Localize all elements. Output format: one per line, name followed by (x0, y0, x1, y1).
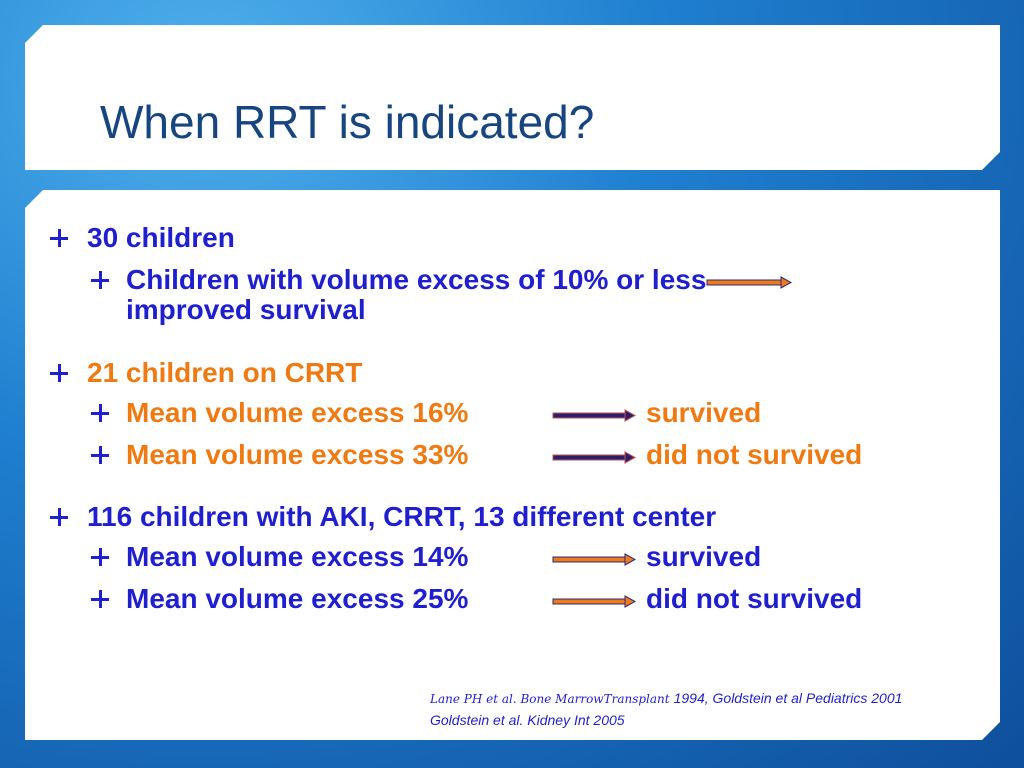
bullet (50, 364, 68, 382)
bullet (91, 548, 109, 566)
item-text: Children with volume excess of 10% or le… (126, 264, 707, 295)
sub-item: Mean volume excess 33% did not survived (126, 439, 862, 471)
item-text: Mean volume excess 16% (126, 397, 469, 428)
item-result: did not survived (646, 439, 863, 470)
title-panel (25, 25, 1000, 170)
arrow (552, 552, 636, 566)
body-panel (25, 190, 1000, 740)
sub-item: Mean volume excess 14% survived (126, 541, 761, 573)
arrow (552, 408, 636, 422)
reference-part: Goldstein et al. Kidney Int 2005 (430, 712, 625, 728)
reference-part: 1994, Goldstein et al Pediatrics 2001 (673, 690, 903, 706)
item-text: Mean volume excess 33% (126, 439, 469, 470)
bullet (50, 229, 68, 247)
section-heading: 30 children (87, 222, 235, 253)
item-result: survived (646, 397, 762, 428)
item-result: improved survival (126, 294, 366, 325)
arrow (552, 594, 636, 608)
item-result: survived (646, 541, 762, 572)
sub-item: Mean volume excess 16% survived (126, 397, 761, 429)
reference-part: Lane PH et al. Bone MarrowTransplant (430, 692, 670, 706)
item-text: Mean volume excess 14% (126, 541, 469, 572)
arrow (706, 275, 793, 289)
bullet (91, 271, 109, 289)
reference-line: Lane PH et al. Bone MarrowTransplant 1994… (430, 688, 902, 710)
bullet (91, 446, 109, 464)
bullet (91, 590, 109, 608)
bullet (50, 508, 68, 526)
sub-item: Mean volume excess 25% did not survived (126, 583, 862, 615)
slide-title: When RRT is indicated? (100, 96, 595, 148)
arrow (552, 450, 636, 464)
references: Lane PH et al. Bone MarrowTransplant 1994… (430, 688, 902, 731)
sub-item: Children with volume excess of 10% or le… (126, 264, 802, 326)
section-heading: 116 children with AKI, CRRT, 13 differen… (87, 501, 717, 532)
reference-line: Goldstein et al. Kidney Int 2005 (430, 710, 902, 731)
section-heading: 21 children on CRRT (87, 357, 363, 388)
item-result: did not survived (646, 583, 863, 614)
item-text: Mean volume excess 25% (126, 583, 469, 614)
bullet (91, 404, 109, 422)
